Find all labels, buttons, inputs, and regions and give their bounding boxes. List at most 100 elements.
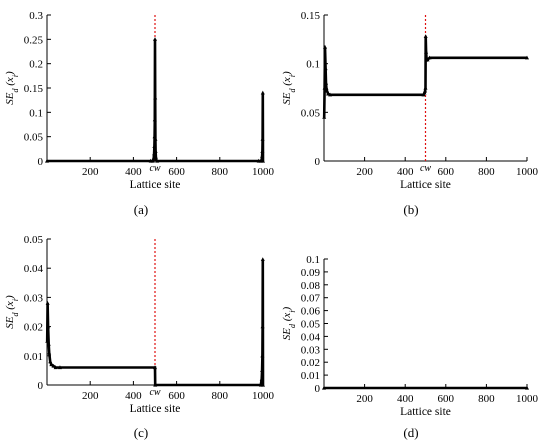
data-point <box>421 92 426 97</box>
y-tick-label: 0 <box>38 380 44 392</box>
data-point <box>152 151 157 156</box>
cw-label: cw <box>149 387 160 398</box>
data-point <box>323 66 328 71</box>
data-point <box>153 95 158 100</box>
data-point <box>46 341 51 346</box>
data-point <box>153 136 158 141</box>
data-point <box>153 149 158 153</box>
data-point <box>322 115 327 119</box>
x-tick-label: 600 <box>438 393 455 405</box>
y-tick-label: 0 <box>38 156 44 168</box>
data-point <box>260 149 265 153</box>
y-tick-label: 0.15 <box>24 83 44 95</box>
data-point <box>422 90 427 95</box>
cw-label: cw <box>149 163 160 174</box>
x-axis-label: Lattice site <box>130 403 181 415</box>
data-point <box>325 88 330 93</box>
data-point <box>322 385 326 390</box>
y-tick-label: 0.09 <box>301 267 321 279</box>
x-tick-label: 600 <box>168 390 185 402</box>
y-tick-label: 0.01 <box>24 351 43 363</box>
x-tick-label: 1000 <box>252 390 275 402</box>
y-axis-label: SEd (xi) <box>4 295 20 329</box>
data-point <box>260 257 265 262</box>
panel-caption: (c) <box>134 425 148 440</box>
x-tick-label: 400 <box>125 390 142 402</box>
y-tick-label: 0.1 <box>306 59 320 71</box>
y-axis-label: SEd (xi) <box>281 306 297 340</box>
data-point <box>260 353 265 358</box>
y-tick-label: 0.08 <box>301 280 321 292</box>
y-tick-label: 0.05 <box>24 132 44 144</box>
panel-caption: (b) <box>403 202 418 217</box>
x-tick-label: 800 <box>478 166 495 178</box>
data-point <box>155 158 160 163</box>
x-axis-label: Lattice site <box>400 179 451 191</box>
x-tick-label: 800 <box>478 393 495 405</box>
y-tick-label: 0.02 <box>24 322 43 334</box>
data-point <box>328 92 333 97</box>
data-point <box>260 136 265 141</box>
y-tick-label: 0.07 <box>301 293 321 305</box>
data-point <box>57 365 62 370</box>
data-point <box>260 324 265 329</box>
data-series-line <box>322 36 527 118</box>
data-point <box>152 117 157 122</box>
y-tick-label: 0.04 <box>24 263 44 275</box>
data-point <box>51 363 56 368</box>
data-point <box>153 382 158 387</box>
data-point <box>153 365 157 370</box>
panel-caption: (a) <box>134 202 148 217</box>
data-point <box>423 85 428 90</box>
x-tick-label: 200 <box>356 166 373 178</box>
data-point <box>153 37 157 41</box>
data-point <box>261 382 265 387</box>
data-point <box>423 34 428 39</box>
x-tick-label: 400 <box>397 393 414 405</box>
y-tick-label: 0.3 <box>29 10 43 22</box>
chart-panel-d: 00.010.020.030.040.050.060.070.080.090.1… <box>281 254 539 440</box>
data-point <box>49 362 54 367</box>
y-tick-label: 0.05 <box>301 107 321 119</box>
data-point <box>525 55 529 60</box>
data-point <box>427 55 432 60</box>
x-tick-label: 800 <box>212 390 229 402</box>
y-tick-label: 0.04 <box>301 331 321 343</box>
y-tick-label: 0.1 <box>306 254 320 266</box>
x-axis-label: Lattice site <box>400 406 451 418</box>
data-point <box>48 359 53 364</box>
y-axis-label: SEd (xi) <box>281 71 297 105</box>
x-tick-label: 200 <box>82 390 99 402</box>
y-tick-label: 0.01 <box>301 370 320 382</box>
chart-panel-c: 0 0.01 0.02 0.03 0.04 0.05 200 400 600 800 1000 Lat… <box>4 234 275 440</box>
y-tick-label: 0.25 <box>24 34 44 46</box>
y-tick-label: 0.03 <box>301 344 321 356</box>
y-tick-label: 0.06 <box>301 306 321 318</box>
y-tick-label: 0.1 <box>29 107 43 119</box>
data-point <box>425 57 430 62</box>
data-point <box>525 385 529 390</box>
y-tick-label: 0.02 <box>301 357 320 369</box>
y-tick-label: 0.05 <box>24 234 44 246</box>
data-point <box>260 153 265 158</box>
data-point <box>151 157 156 162</box>
data-point <box>46 324 51 329</box>
x-tick-label: 600 <box>438 166 455 178</box>
data-point <box>323 44 328 49</box>
panel-caption: (d) <box>403 425 418 440</box>
y-tick-label: 0.03 <box>24 292 44 304</box>
chart-panel-b: 0 0.05 0.1 0.15 200 400 600 800 1000 Lattice site… <box>281 10 539 217</box>
x-tick-label: 400 <box>125 166 142 178</box>
chart-panel-a: 0 0.05 0.1 0.15 0.2 0.25 0.3 200 400 600 800 1000 La… <box>4 10 275 217</box>
data-point <box>260 368 265 372</box>
data-point <box>423 88 428 93</box>
y-tick-label: 0.2 <box>29 59 43 71</box>
y-tick-label: 0 <box>315 383 321 395</box>
data-point <box>259 376 264 381</box>
x-tick-label: 1000 <box>516 393 539 405</box>
y-tick-label: 0.15 <box>301 10 321 22</box>
data-point <box>45 339 50 343</box>
data-point <box>153 154 158 159</box>
data-point <box>151 155 156 160</box>
